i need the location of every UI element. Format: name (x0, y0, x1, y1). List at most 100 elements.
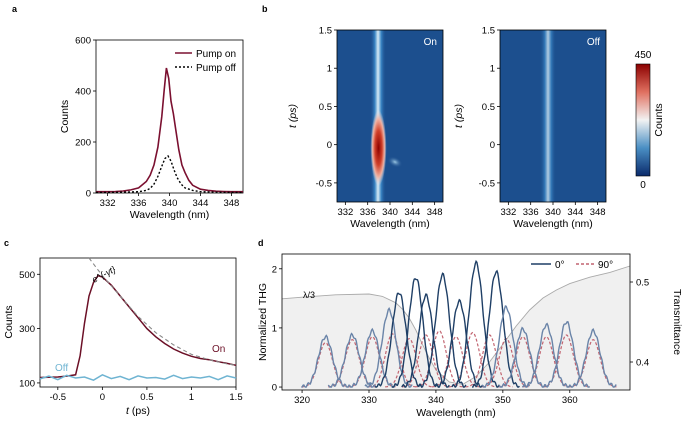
panel-a-xticks: 332 336 340 344 348 (100, 193, 239, 209)
panel-c-xtick-label: 0.5 (140, 392, 153, 403)
series-on (39, 274, 237, 379)
heatmap-off-band (540, 30, 556, 202)
panel-c-xtick-label: 0 (100, 392, 105, 403)
panel-c: -0.5 0 0.5 1 1.5 100 300 500 e^{-γt} On Off t (… (3, 257, 243, 417)
colorbar: 450 0 Counts (635, 50, 665, 191)
panel-d: 320 330 340 350 360 0 1 2 0.4 0.5 λ/3 Wavelength … (257, 253, 683, 419)
panel-a-ytick-label: 600 (75, 36, 91, 47)
panel-b-off-ytick-label: 1.5 (482, 26, 495, 37)
panel-d-ytick-label: 1 (272, 323, 277, 334)
panel-a-xlabel: Wavelength (nm) (130, 209, 210, 221)
panel-d-y2label: Transmittance (671, 289, 683, 355)
transmittance-fill (282, 266, 630, 390)
panel-d-ytick-label: 2 (272, 264, 277, 275)
panel-a: 332 336 340 344 348 0 200 400 600 Wavelength (n… (59, 36, 244, 221)
panel-b-on-xtick-label: 336 (360, 207, 376, 218)
annotation-off: Off (55, 363, 68, 374)
panel-d-xtick-label: 340 (428, 395, 444, 406)
panel-c-frame (39, 257, 237, 388)
panel-c-ticks: -0.5 0 0.5 1 1.5 100 300 500 (19, 270, 242, 403)
panel-d-xtick-label: 320 (294, 395, 310, 406)
panel-d-xlabel: Wavelength (nm) (416, 407, 496, 419)
panel-a-xtick-label: 348 (223, 198, 239, 209)
thg-peak-0deg (364, 307, 413, 388)
panel-b-off-ytick-label: 1 (490, 64, 495, 75)
panel-b-on-xtick-label: 344 (404, 207, 420, 218)
panel-b-on-ytick-label: 1 (327, 64, 332, 75)
panel-d-y2-ytick-label: 0.5 (636, 278, 649, 289)
thg-peak-0deg (542, 321, 590, 388)
thg-peak-90deg (385, 337, 433, 388)
panel-c-xlabel: t (ps) (126, 405, 150, 417)
colorbar-title: Counts (653, 103, 665, 136)
panel-c-ytick-label: 300 (19, 324, 35, 335)
panel-b: On Off 332 336 340 344 348 -0.5 0 0.5 1 1.5 332 336… (287, 26, 665, 231)
thg-peak-0deg (401, 293, 450, 388)
thg-peak-0deg (568, 328, 617, 388)
heatmap-off: Off (499, 29, 607, 203)
thg-peak-0deg (498, 326, 547, 388)
heatmap-off-label: Off (587, 37, 600, 48)
panel-b-off-ytick-label: 0.5 (482, 102, 495, 113)
panel-b-off-xtick-label: 344 (567, 207, 583, 218)
thg-peak-0deg (521, 322, 571, 388)
panel-d-ticks: 320 330 340 350 360 0 1 2 0.4 0.5 (272, 264, 650, 406)
panel-b-xlabel-on: Wavelength (nm) (350, 218, 430, 230)
panel-c-ytick-label: 100 (19, 378, 35, 389)
panel-a-yticks: 0 200 400 600 (75, 36, 96, 200)
panel-b-on-ytick-label: 0 (327, 140, 332, 151)
colorbar-max-label: 450 (635, 50, 652, 61)
heatmap-on-background (337, 30, 443, 202)
thg-peak-0deg (374, 292, 423, 388)
series-pump-on (95, 67, 243, 193)
panel-b-on-xtick-label: 332 (337, 207, 353, 218)
panel-b-on-xtick-label: 348 (427, 207, 443, 218)
panel-b-letter: b (262, 4, 268, 14)
panel-c-xtick-label: 1.5 (229, 392, 242, 403)
thg-peak-0deg (417, 272, 467, 388)
panel-c-ylabel: Counts (3, 305, 15, 338)
thg-peak-0deg (327, 332, 377, 388)
panel-b-xlabel-off: Wavelength (nm) (513, 218, 593, 230)
panel-c-letter: c (4, 238, 9, 248)
panel-d-ylabel: Normalized THG (257, 283, 269, 361)
panel-b-on-ytick-label: 0.5 (319, 102, 332, 113)
series-pump-off (95, 154, 244, 194)
thg-peak-0deg (347, 327, 396, 388)
legend-label-pump-off: Pump off (196, 63, 236, 74)
panel-b-off-ytick-label: 0 (490, 140, 495, 151)
thg-peak-0deg (301, 334, 350, 388)
panel-a-letter: a (12, 4, 18, 14)
colorbar-gradient (635, 63, 651, 177)
panel-d-ytick-label: 0 (272, 383, 277, 394)
panel-b-on-ytick-label: 1.5 (319, 26, 332, 37)
panel-a-ylabel: Counts (59, 100, 71, 133)
panel-a-xtick-label: 344 (193, 198, 209, 209)
panel-d-legend: 0° 90° (531, 260, 613, 271)
thg-peak-90deg (448, 331, 497, 388)
panel-d-frame (281, 253, 631, 391)
legend-label-90deg: 90° (598, 260, 613, 271)
colorbar-min-label: 0 (640, 180, 646, 191)
series-off (39, 373, 237, 382)
panel-b-off-xtick-label: 332 (500, 207, 516, 218)
heatmap-on-label: On (424, 37, 437, 48)
panel-a-xtick-label: 340 (162, 198, 178, 209)
panel-d-y2-ytick-label: 0.4 (636, 358, 649, 369)
panel-d-letter: d (258, 238, 264, 248)
panel-a-xtick-label: 336 (131, 198, 147, 209)
heatmap-on-hotspot (370, 110, 387, 186)
thg-peak-90deg (542, 334, 590, 388)
panel-a-ytick-label: 400 (75, 87, 91, 98)
panel-a-legend: Pump on Pump off (175, 49, 236, 74)
annotation-lambda-third: λ/3 (303, 290, 315, 300)
annotation-on: On (212, 344, 225, 355)
thg-peak-90deg (431, 336, 480, 388)
panel-d-xtick-label: 360 (562, 395, 578, 406)
panel-b-ylabel-off: t (ps) (453, 104, 465, 128)
panel-c-xtick-label: 1 (189, 392, 194, 403)
panel-b-off-ytick-label: -0.5 (479, 178, 495, 189)
legend-label-0deg: 0° (555, 260, 565, 271)
transmittance-curve (281, 265, 631, 385)
